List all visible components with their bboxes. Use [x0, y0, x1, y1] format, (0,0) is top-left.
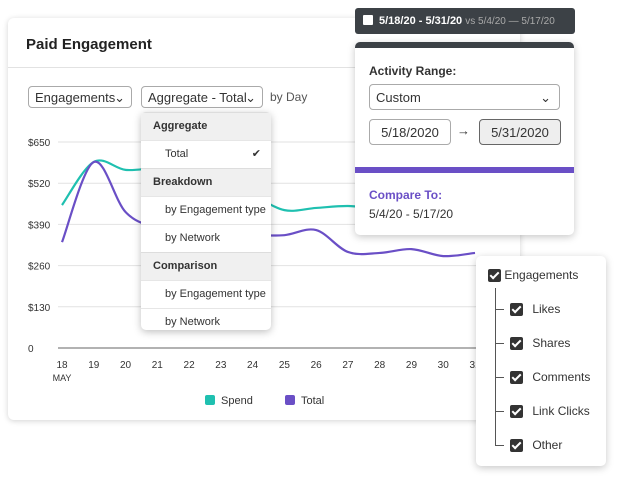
x-tick-label: 26 — [311, 360, 323, 371]
date-bar[interactable]: 5/18/20 - 5/31/20 vs 5/4/20 — 5/17/20 — [355, 8, 575, 34]
filter-label: Other — [532, 438, 563, 452]
filter-label: Link Clicks — [532, 404, 590, 418]
filter-item[interactable]: Likes — [510, 302, 561, 317]
tree-branch — [496, 411, 504, 412]
menu-item[interactable]: by Network — [141, 308, 271, 330]
compare-range: 5/4/20 - 5/17/20 — [369, 207, 454, 221]
x-tick-label: 23 — [215, 360, 227, 371]
y-tick-label: $130 — [28, 303, 51, 314]
x-tick-label: 27 — [342, 360, 354, 371]
menu-item[interactable]: by Network — [141, 224, 271, 252]
date-panel: Activity Range: Custom ⌄ 5/18/2020 → 5/31… — [355, 42, 574, 235]
by-label: by Day — [270, 90, 308, 104]
x-tick-label: 30 — [438, 360, 450, 371]
x-tick-label: 24 — [247, 360, 259, 371]
stripe — [355, 167, 574, 173]
range-select[interactable]: Custom ⌄ — [369, 84, 560, 110]
x-tick-label: 20 — [120, 360, 132, 371]
y-tick-label: $650 — [28, 138, 51, 149]
month-label: MAY — [53, 373, 72, 383]
x-tick-label: 31 — [469, 360, 481, 371]
x-tick-label: 28 — [374, 360, 386, 371]
filter-label: Shares — [532, 336, 571, 350]
select-text: Aggregate - Total — [148, 90, 247, 105]
start-date[interactable]: 5/18/2020 — [369, 119, 451, 145]
y-tick-label: $390 — [28, 220, 51, 231]
x-tick-label: 18 — [56, 360, 68, 371]
x-tick-label: 19 — [88, 360, 100, 371]
card-title: Paid Engagement — [26, 36, 152, 53]
tree-branch — [496, 377, 504, 378]
aggregate-select[interactable]: Aggregate - Total ⌄ — [141, 86, 263, 108]
compare-text: vs 5/4/20 — 5/17/20 — [465, 16, 555, 27]
filter-parent[interactable]: Engagements — [488, 268, 579, 283]
menu-heading: Breakdown — [141, 168, 271, 196]
check: ✔ — [251, 148, 261, 160]
y-tick-label: $260 — [28, 262, 51, 273]
x-tick-label: 22 — [184, 360, 196, 371]
filter-item[interactable]: Shares — [510, 336, 571, 351]
divider — [8, 67, 520, 68]
metric-select[interactable]: Engagements ⌄ — [28, 86, 132, 108]
filter-label: Likes — [532, 302, 561, 316]
tree-line — [495, 288, 496, 446]
arrow: → — [457, 123, 470, 138]
filter-item[interactable]: Other — [510, 438, 563, 453]
x-tick-label: 21 — [152, 360, 164, 371]
filter-item[interactable]: Link Clicks — [510, 404, 590, 419]
y-tick-label: 0 — [28, 344, 34, 355]
end-date[interactable]: 5/31/2020 — [479, 119, 561, 145]
filter-label: Engagements — [504, 268, 579, 282]
tree-branch — [496, 309, 504, 310]
menu-item[interactable]: by Engagement type — [141, 280, 271, 308]
menu-item[interactable]: by Engagement type — [141, 196, 271, 224]
tree-branch — [496, 343, 504, 344]
date-range: 5/18/20 - 5/31/20 — [379, 15, 463, 27]
dropdown-menu: Aggregate Total ✔ Breakdown by Engagement ty… — [141, 112, 271, 330]
filter-item[interactable]: Comments — [510, 370, 591, 385]
legend-swatch — [285, 395, 295, 405]
select-text: Engagements — [35, 90, 116, 105]
legend-swatch — [205, 395, 215, 405]
legend-label: Total — [301, 395, 324, 407]
tree-branch — [496, 445, 504, 446]
menu-item[interactable]: Total ✔ — [141, 140, 271, 168]
x-tick-label: 25 — [279, 360, 291, 371]
compare-label: Compare To: — [369, 188, 443, 202]
x-tick-label: 29 — [406, 360, 418, 371]
filter-label: Comments — [532, 370, 591, 384]
menu-heading: Aggregate — [141, 112, 271, 140]
label: Activity Range: — [369, 64, 457, 78]
menu-heading: Comparison — [141, 252, 271, 280]
select-text: Custom — [376, 90, 421, 105]
y-tick-label: $520 — [28, 179, 51, 190]
legend-label: Spend — [221, 395, 253, 407]
filter-panel: Engagements Likes Shares Comments Link C… — [476, 256, 606, 466]
